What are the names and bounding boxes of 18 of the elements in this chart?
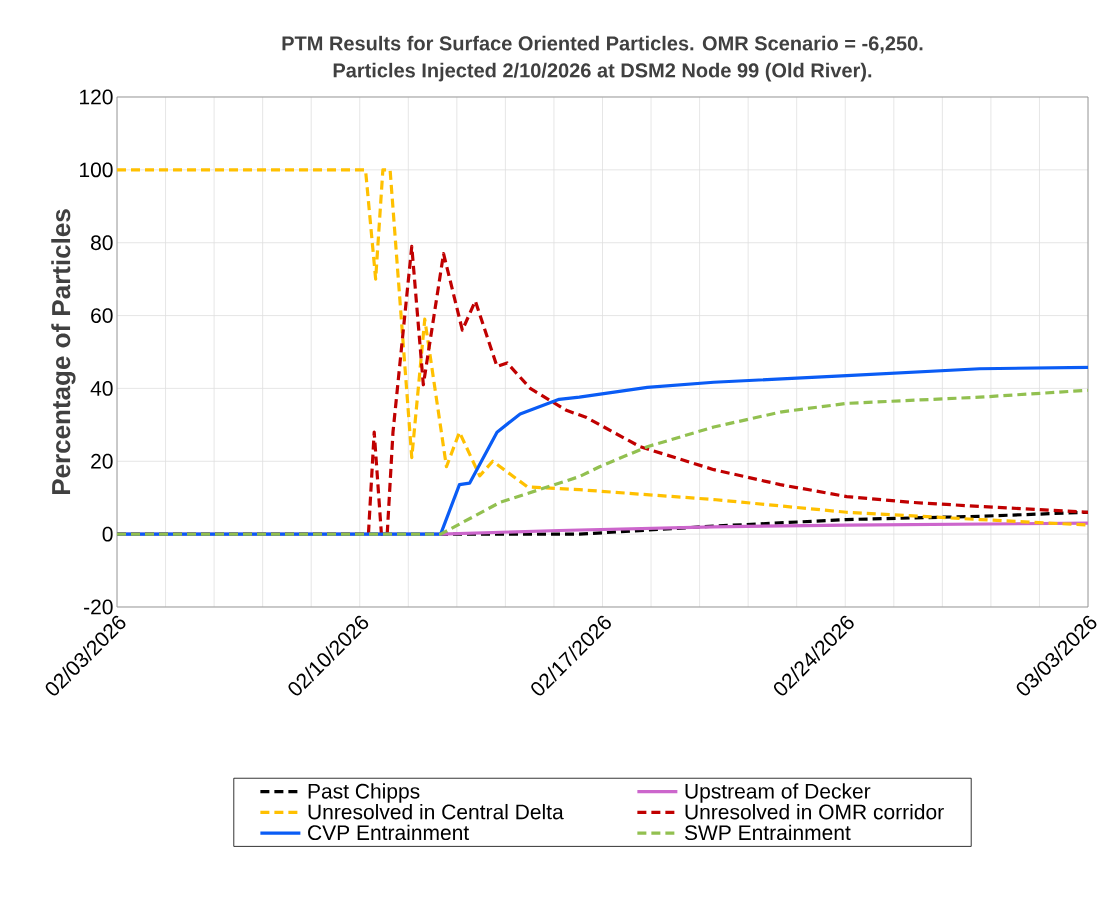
legend-label: Past Chipps: [308, 783, 420, 803]
line-series: [117, 168, 1088, 527]
y-tick-label: 40: [90, 380, 113, 396]
y-tick-label: 80: [91, 235, 113, 251]
legend-label: Upstream of Decker: [685, 783, 871, 803]
y-axis-title: Percentage of Particles: [51, 209, 76, 495]
chart-subtitle: Particles Injected 2/10/2026 at DSM2 Node 99 (Old River).: [333, 62, 872, 82]
y-tick-label: 20: [91, 453, 113, 469]
legend-label: Unresolved in OMR corridor: [685, 803, 944, 820]
y-tick-label: 120: [80, 89, 113, 105]
y-tick-label: 60: [91, 308, 113, 323]
y-tick-label: 0: [102, 526, 113, 542]
y-tick-label: 100: [80, 162, 113, 178]
y-tick-label: -20: [84, 599, 113, 615]
legend-label: CVP Entrainment: [308, 824, 470, 841]
chart-title: PTM Results for Surface Oriented Particles. OMR Scenario = -6,250.: [282, 35, 923, 54]
legend-label: SWP Entrainment: [684, 824, 851, 841]
legend-label: Unresolved in Central Delta: [308, 803, 564, 820]
